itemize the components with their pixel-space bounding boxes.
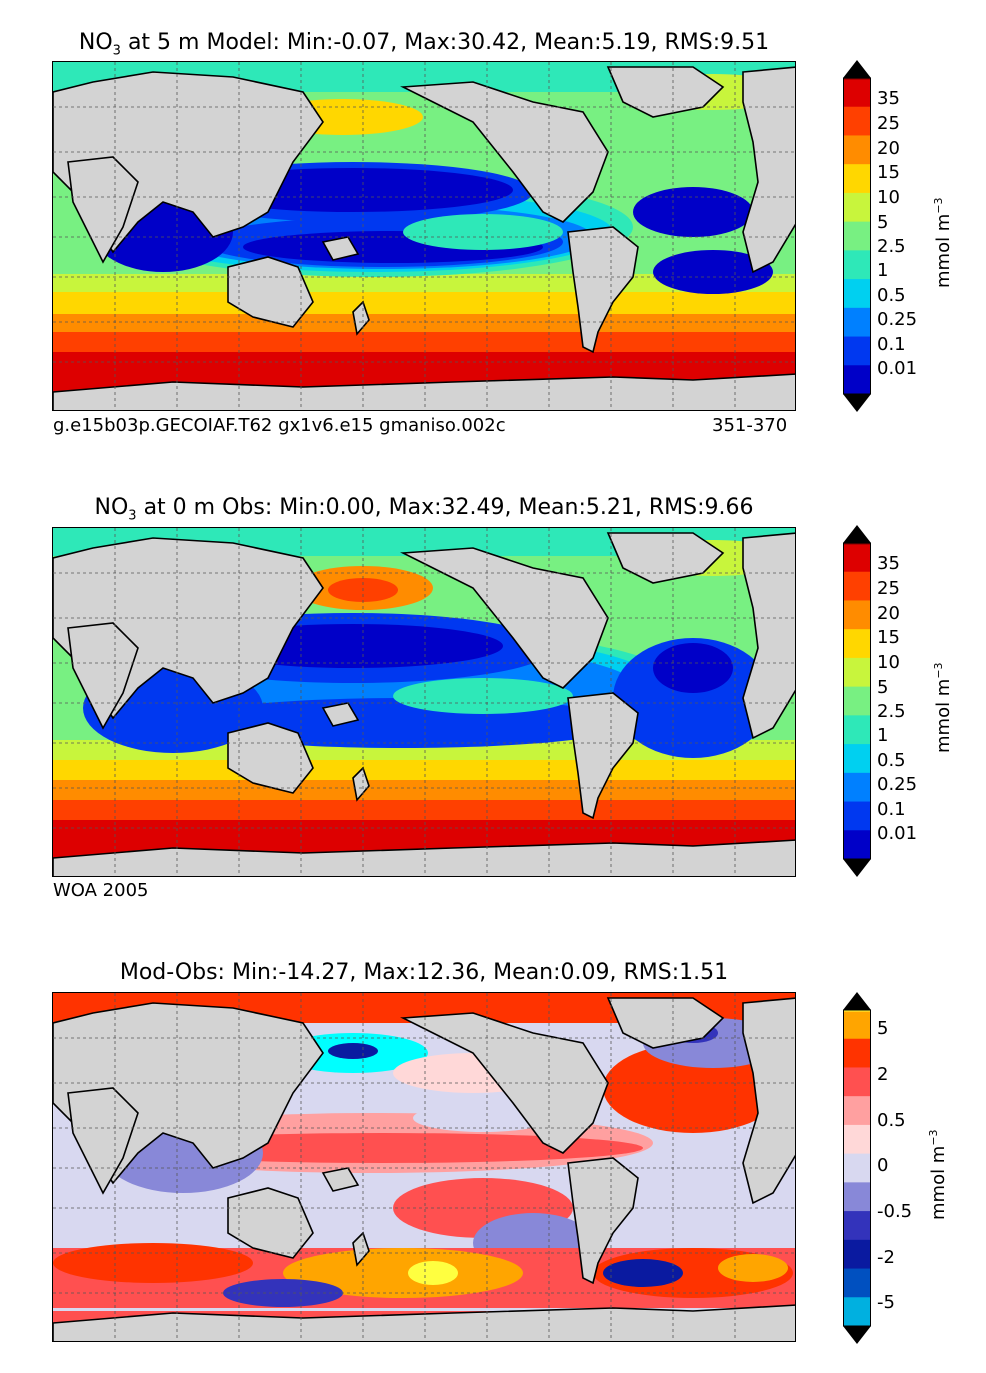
colorbar-diff-scale: [843, 992, 871, 1344]
colorbar-tick-label: 5: [877, 677, 889, 698]
obs-nitrate-map: [52, 527, 796, 877]
colorbar-swatch: [843, 1038, 871, 1068]
difference-map: [52, 992, 796, 1342]
colorbar-tick-label: 0.01: [877, 358, 918, 379]
colorbar-tick-label: 10: [877, 652, 900, 673]
colorbar-tick-label: 5: [877, 1018, 889, 1039]
colorbar-outline: [843, 542, 871, 860]
colorbar-diff: [843, 992, 871, 1348]
colorbar-swatch: [843, 629, 871, 659]
colorbar-swatch: [843, 1268, 871, 1298]
colorbar-swatch: [843, 600, 871, 630]
land-masses: [53, 66, 795, 410]
colorbar-tick-label: 2: [877, 1064, 889, 1085]
colorbar-model: [843, 60, 871, 416]
colorbar-tick-label: 1: [877, 260, 889, 281]
colorbar-swatch: [843, 1239, 871, 1270]
colorbar-extend-top: [843, 992, 871, 1010]
colorbar-swatch: [843, 1067, 871, 1097]
panel-1-title: NO3 at 5 m Model: Min:-0.07, Max:30.42, …: [78, 30, 770, 59]
colorbar-swatch: [843, 221, 871, 251]
colorbar-outline: [843, 1009, 871, 1327]
colorbar-swatch: [843, 1182, 871, 1212]
colorbar-swatch: [843, 1124, 871, 1155]
colorbar-swatch: [843, 1010, 871, 1040]
colorbar-extend-bottom: [843, 1326, 871, 1344]
panel-2-footer-left: WOA 2005: [53, 880, 149, 901]
colorbar-tick-label: 0.5: [877, 1110, 906, 1131]
colorbar-model-unit: mmol m−3: [932, 197, 954, 288]
colorbar-swatch: [843, 365, 871, 395]
colorbar-swatch: [843, 250, 871, 280]
colorbar-tick-label: -0.5: [877, 1201, 913, 1222]
colorbar-diff-unit: mmol m−3: [927, 1129, 949, 1220]
colorbar-extend-top: [843, 60, 871, 78]
panel-1-footer-right: 351-370: [712, 415, 788, 436]
colorbar-tick-label: 0.1: [877, 799, 906, 820]
colorbar-outline: [843, 77, 871, 395]
colorbar-swatch: [843, 78, 871, 108]
colorbar-obs-unit: mmol m−3: [932, 662, 954, 753]
colorbar-swatch: [843, 543, 871, 573]
colorbar-swatch: [843, 135, 871, 165]
colorbar-tick-label: 0: [877, 1155, 889, 1176]
colorbar-swatch: [843, 686, 871, 716]
colorbar-tick-label: 0.5: [877, 750, 906, 771]
colorbar-swatch: [843, 307, 871, 338]
colorbar-tick-label: 20: [877, 138, 900, 159]
colorbar-tick-label: 25: [877, 113, 900, 134]
colorbar-swatch: [843, 1096, 871, 1126]
colorbar-tick-label: 35: [877, 88, 900, 109]
colorbar-obs: [843, 525, 871, 881]
colorbar-extend-bottom: [843, 394, 871, 412]
colorbar-tick-label: 2.5: [877, 236, 906, 257]
colorbar-tick-label: 15: [877, 162, 900, 183]
colorbar-swatch: [843, 1211, 871, 1241]
panel-2-title: NO3 at 0 m Obs: Min:0.00, Max:32.49, Mea…: [94, 495, 754, 524]
colorbar-tick-label: 5: [877, 212, 889, 233]
colorbar-swatch: [843, 336, 871, 366]
colorbar-swatch: [843, 715, 871, 745]
colorbar-tick-label: 20: [877, 603, 900, 624]
colorbar-tick-label: 2.5: [877, 701, 906, 722]
colorbar-tick-label: 25: [877, 578, 900, 599]
colorbar-swatch: [843, 192, 871, 223]
colorbar-tick-label: 0.1: [877, 334, 906, 355]
colorbar-obs-scale: [843, 525, 871, 877]
colorbar-swatch: [843, 106, 871, 136]
colorbar-model-scale: [843, 60, 871, 412]
colorbar-swatch: [843, 1297, 871, 1327]
colorbar-swatch: [843, 830, 871, 860]
colorbar-tick-label: -5: [877, 1292, 895, 1313]
colorbar-tick-label: 0.25: [877, 774, 918, 795]
colorbar-swatch: [843, 772, 871, 803]
colorbar-tick-label: 0.25: [877, 309, 918, 330]
graticule: [53, 528, 795, 876]
colorbar-swatch: [843, 744, 871, 774]
graticule: [53, 993, 795, 1341]
colorbar-extend-bottom: [843, 859, 871, 877]
colorbar-tick-label: 15: [877, 627, 900, 648]
colorbar-tick-label: 10: [877, 187, 900, 208]
colorbar-swatch: [843, 279, 871, 309]
model-nitrate-map: [52, 61, 796, 411]
panel-1-footer-left: g.e15b03p.GECOIAF.T62 gx1v6.e15 gmaniso.…: [53, 415, 506, 436]
graticule: [53, 62, 795, 410]
colorbar-tick-label: 0.01: [877, 823, 918, 844]
panel-3-title: Mod-Obs: Min:-14.27, Max:12.36, Mean:0.0…: [119, 960, 729, 985]
colorbar-swatch: [843, 571, 871, 601]
colorbar-swatch: [843, 657, 871, 688]
colorbar-tick-label: 1: [877, 725, 889, 746]
colorbar-swatch: [843, 1153, 871, 1183]
colorbar-tick-label: -2: [877, 1247, 895, 1268]
colorbar-swatch: [843, 801, 871, 831]
colorbar-tick-label: 35: [877, 553, 900, 574]
colorbar-tick-label: 0.5: [877, 285, 906, 306]
colorbar-extend-top: [843, 525, 871, 543]
colorbar-swatch: [843, 164, 871, 194]
